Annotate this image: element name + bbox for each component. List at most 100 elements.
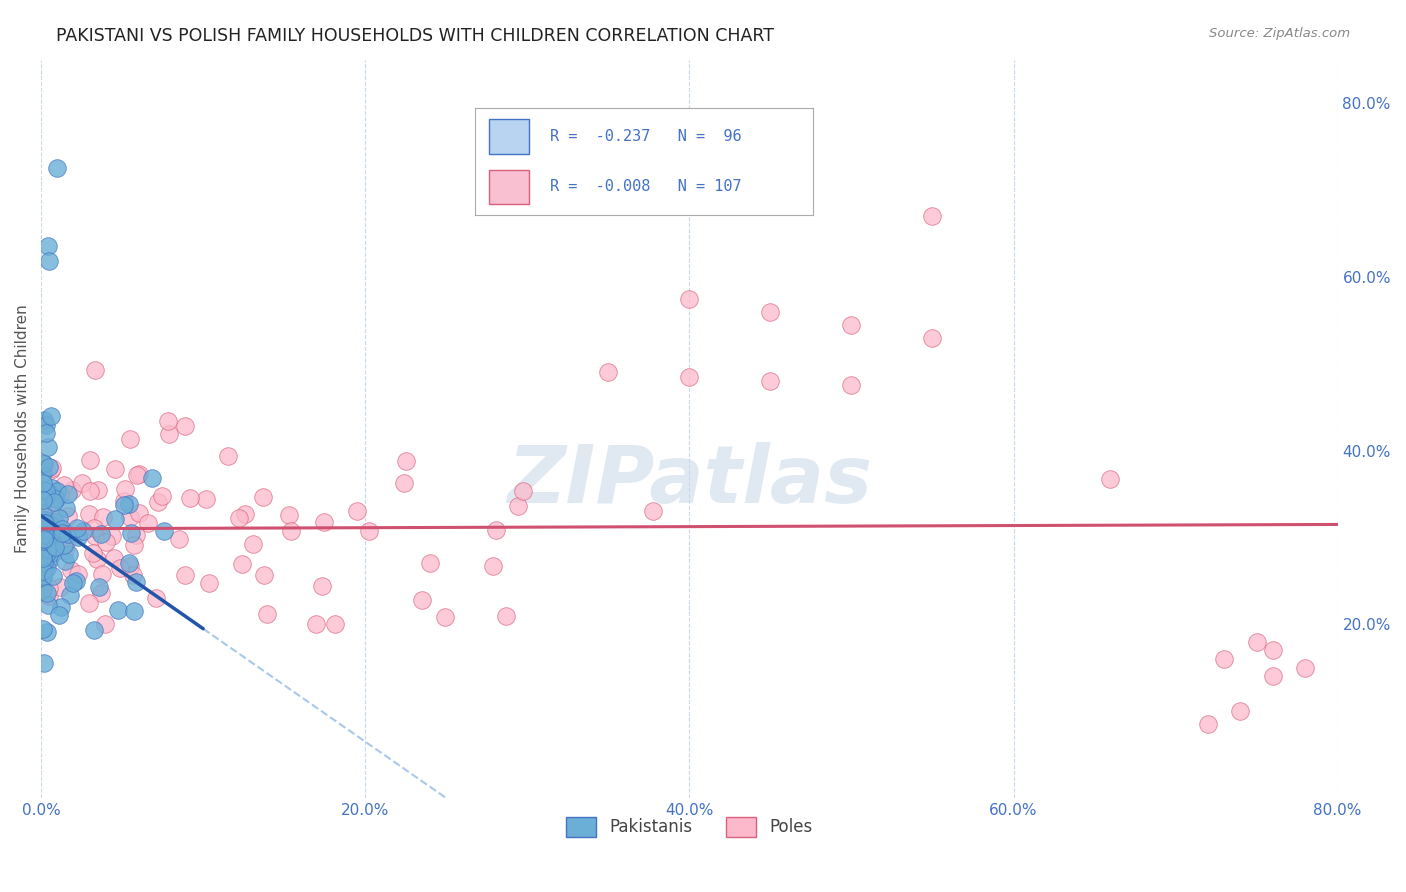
Point bbox=[395, 453, 418, 467]
Point bbox=[32, 656, 55, 670]
Point bbox=[35, 541, 58, 556]
Point bbox=[55, 501, 77, 516]
Point bbox=[31, 492, 53, 507]
Point bbox=[31, 583, 53, 598]
Point bbox=[31, 506, 53, 520]
Point bbox=[112, 499, 135, 513]
Point bbox=[46, 161, 69, 176]
Point bbox=[921, 331, 943, 345]
Point bbox=[253, 568, 276, 582]
Point bbox=[34, 532, 56, 546]
Point bbox=[433, 610, 456, 624]
Point bbox=[118, 432, 141, 446]
Point bbox=[32, 516, 55, 531]
Point bbox=[141, 471, 163, 485]
Point bbox=[145, 591, 167, 605]
Point bbox=[35, 487, 58, 501]
Point bbox=[79, 453, 101, 467]
Point bbox=[44, 494, 66, 508]
Text: Source: ZipAtlas.com: Source: ZipAtlas.com bbox=[1209, 27, 1350, 40]
Point bbox=[35, 417, 58, 432]
Point bbox=[56, 527, 79, 541]
Point bbox=[157, 427, 180, 442]
Point bbox=[62, 483, 84, 497]
Point bbox=[37, 441, 59, 455]
Point bbox=[90, 527, 112, 541]
Point bbox=[1246, 634, 1268, 648]
Point bbox=[346, 504, 368, 518]
Point bbox=[37, 561, 59, 575]
Point bbox=[38, 459, 60, 474]
Point bbox=[39, 500, 62, 515]
Point bbox=[39, 540, 62, 554]
Point bbox=[83, 623, 105, 637]
Point bbox=[72, 524, 94, 538]
Point bbox=[841, 378, 863, 392]
Point bbox=[598, 365, 620, 379]
Point bbox=[37, 541, 59, 555]
Point bbox=[86, 552, 108, 566]
Point bbox=[122, 604, 145, 618]
Point bbox=[45, 491, 67, 506]
Point bbox=[46, 483, 69, 498]
Point bbox=[1229, 704, 1251, 718]
Point bbox=[48, 511, 70, 525]
Point bbox=[87, 580, 110, 594]
Point bbox=[35, 546, 58, 560]
Point bbox=[32, 530, 55, 544]
Point bbox=[38, 254, 60, 268]
Point bbox=[112, 494, 135, 508]
Point bbox=[678, 369, 700, 384]
Point bbox=[51, 525, 73, 540]
Point bbox=[52, 538, 75, 552]
Point bbox=[55, 536, 77, 550]
Point bbox=[128, 506, 150, 520]
Point bbox=[179, 491, 201, 505]
Point bbox=[118, 497, 141, 511]
Point bbox=[1098, 472, 1121, 486]
Point bbox=[42, 545, 65, 559]
Point bbox=[252, 491, 274, 505]
Point bbox=[641, 504, 664, 518]
Point bbox=[65, 574, 87, 588]
Point bbox=[31, 518, 53, 533]
Point bbox=[506, 500, 529, 514]
Point bbox=[277, 508, 299, 522]
Point bbox=[495, 609, 517, 624]
Point bbox=[678, 292, 700, 306]
Point bbox=[31, 564, 53, 578]
Point bbox=[1197, 717, 1219, 731]
Point bbox=[31, 569, 53, 583]
Point bbox=[31, 515, 53, 529]
Point bbox=[39, 463, 62, 477]
Point bbox=[242, 537, 264, 551]
Point bbox=[104, 512, 127, 526]
Point bbox=[37, 239, 59, 253]
Point bbox=[197, 575, 219, 590]
Point bbox=[231, 557, 253, 571]
Point bbox=[305, 617, 328, 632]
Point bbox=[35, 484, 58, 499]
Point bbox=[58, 547, 80, 561]
Point bbox=[83, 363, 105, 377]
Point bbox=[32, 466, 55, 480]
Point bbox=[167, 532, 190, 546]
Point bbox=[38, 553, 60, 567]
Point bbox=[70, 476, 93, 491]
Point bbox=[41, 481, 63, 495]
Point bbox=[419, 557, 441, 571]
Point bbox=[759, 304, 782, 318]
Point bbox=[118, 510, 141, 524]
Point bbox=[120, 526, 142, 541]
Point bbox=[44, 515, 66, 529]
Point bbox=[125, 468, 148, 483]
Point bbox=[256, 607, 278, 622]
Text: PAKISTANI VS POLISH FAMILY HOUSEHOLDS WITH CHILDREN CORRELATION CHART: PAKISTANI VS POLISH FAMILY HOUSEHOLDS WI… bbox=[56, 27, 775, 45]
Point bbox=[921, 209, 943, 223]
Point bbox=[103, 550, 125, 565]
Point bbox=[34, 513, 56, 527]
Point bbox=[35, 526, 58, 541]
Point bbox=[49, 600, 72, 615]
Point bbox=[841, 318, 863, 332]
Point bbox=[35, 625, 58, 640]
